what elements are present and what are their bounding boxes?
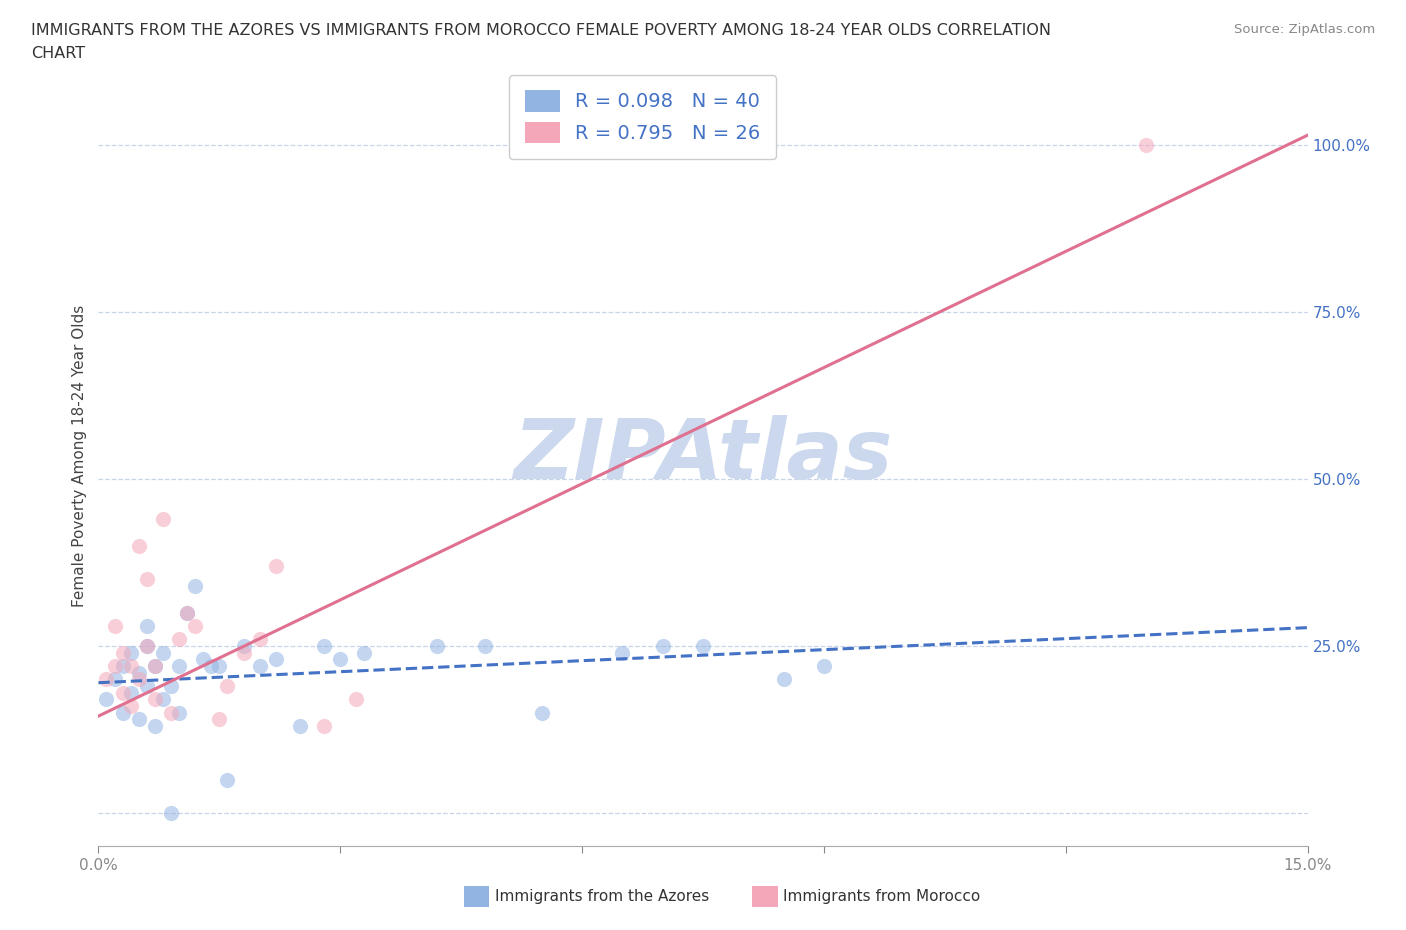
Point <box>152 692 174 707</box>
Point <box>103 618 125 633</box>
Point <box>264 652 287 667</box>
Point <box>612 645 634 660</box>
Point <box>160 705 183 720</box>
Point <box>353 645 375 660</box>
Point <box>135 679 157 694</box>
Point <box>103 658 125 673</box>
Text: Source: ZipAtlas.com: Source: ZipAtlas.com <box>1234 23 1375 36</box>
Point <box>135 618 157 633</box>
Text: ZIPAtlas: ZIPAtlas <box>513 415 893 497</box>
Point <box>232 645 254 660</box>
Point <box>128 538 150 553</box>
Point <box>96 672 118 687</box>
Point <box>772 672 794 687</box>
Point <box>128 712 150 727</box>
Point <box>160 805 183 820</box>
Point <box>111 705 134 720</box>
Point <box>314 639 336 654</box>
Text: CHART: CHART <box>31 46 84 60</box>
Point <box>120 645 142 660</box>
Point <box>120 698 142 713</box>
Point <box>96 692 118 707</box>
Point <box>264 558 287 573</box>
Point <box>314 719 336 734</box>
Point <box>329 652 352 667</box>
Point <box>474 639 496 654</box>
Point <box>111 645 134 660</box>
Point <box>143 658 166 673</box>
Point <box>232 639 254 654</box>
Legend: R = 0.098   N = 40, R = 0.795   N = 26: R = 0.098 N = 40, R = 0.795 N = 26 <box>509 74 776 159</box>
Point <box>288 719 311 734</box>
Point <box>111 658 134 673</box>
Point <box>143 692 166 707</box>
Y-axis label: Female Poverty Among 18-24 Year Olds: Female Poverty Among 18-24 Year Olds <box>72 304 87 606</box>
Point <box>135 572 157 587</box>
Point <box>184 578 207 593</box>
Point <box>208 658 231 673</box>
Point <box>135 639 157 654</box>
Text: Immigrants from Morocco: Immigrants from Morocco <box>783 889 980 904</box>
Point <box>167 705 190 720</box>
Point <box>1135 138 1157 153</box>
Point <box>651 639 673 654</box>
Point <box>120 658 142 673</box>
Point <box>530 705 553 720</box>
Point <box>426 639 449 654</box>
Point <box>135 639 157 654</box>
Point <box>249 658 271 673</box>
Point <box>344 692 367 707</box>
Text: IMMIGRANTS FROM THE AZORES VS IMMIGRANTS FROM MOROCCO FEMALE POVERTY AMONG 18-24: IMMIGRANTS FROM THE AZORES VS IMMIGRANTS… <box>31 23 1050 38</box>
Point <box>208 712 231 727</box>
Point <box>692 639 714 654</box>
Point <box>176 605 198 620</box>
Point <box>143 719 166 734</box>
Point <box>167 631 190 646</box>
Point <box>152 512 174 526</box>
Point <box>120 685 142 700</box>
Text: Immigrants from the Azores: Immigrants from the Azores <box>495 889 709 904</box>
Point <box>143 658 166 673</box>
Point <box>249 631 271 646</box>
Point <box>160 679 183 694</box>
Point <box>167 658 190 673</box>
Point <box>128 672 150 687</box>
Point <box>152 645 174 660</box>
Point <box>217 772 239 787</box>
Point <box>813 658 835 673</box>
Point <box>176 605 198 620</box>
Point <box>128 665 150 680</box>
Point <box>111 685 134 700</box>
Point <box>184 618 207 633</box>
Point <box>193 652 215 667</box>
Point <box>103 672 125 687</box>
Point <box>217 679 239 694</box>
Point <box>200 658 222 673</box>
